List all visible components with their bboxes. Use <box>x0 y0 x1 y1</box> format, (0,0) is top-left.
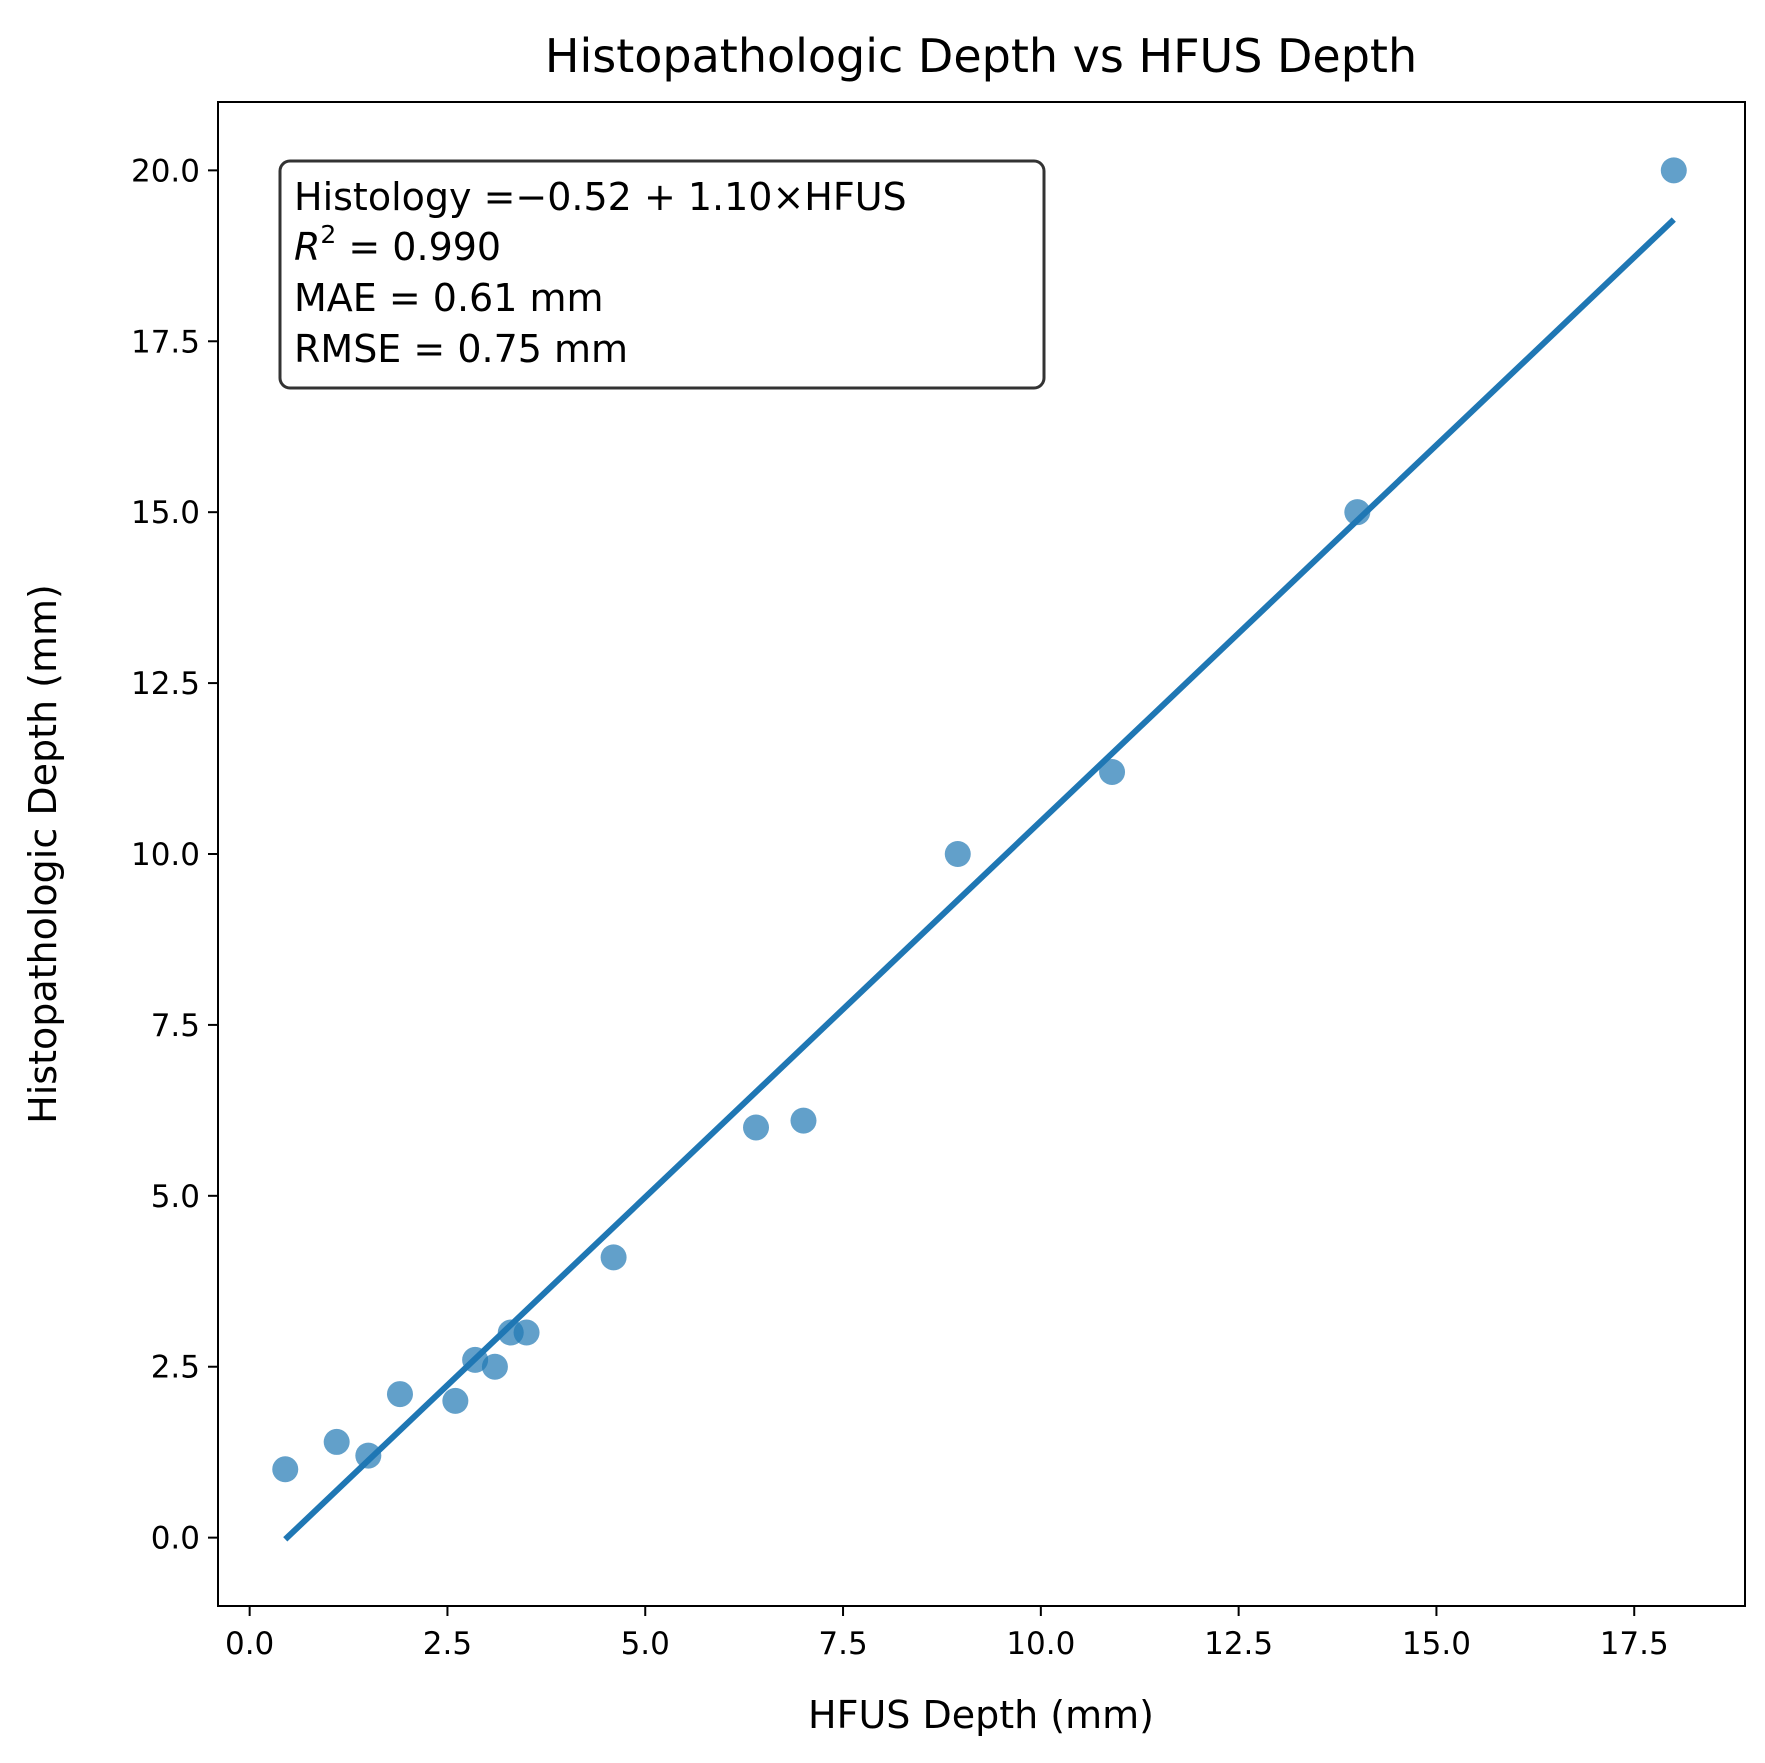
data-point <box>323 1428 350 1455</box>
data-point <box>790 1107 817 1134</box>
x-axis-label: HFUS Depth (mm) <box>808 1693 1154 1737</box>
x-tick-label: 0.0 <box>225 1626 274 1662</box>
y-tick-label: 15.0 <box>131 495 200 531</box>
y-tick-label: 10.0 <box>131 837 200 873</box>
y-tick-label: 5.0 <box>151 1179 200 1215</box>
data-point <box>513 1319 540 1346</box>
y-tick-label: 12.5 <box>131 666 200 702</box>
data-point <box>442 1387 469 1414</box>
annotation-box <box>278 159 1046 390</box>
regression-line <box>283 217 1676 1542</box>
data-point <box>272 1456 299 1483</box>
x-tick-label: 5.0 <box>621 1626 670 1662</box>
y-tick-label: 0.0 <box>151 1521 200 1557</box>
data-point <box>481 1353 508 1380</box>
y-tick-label: 20.0 <box>131 153 200 189</box>
mae-value: MAE = 0.61 mm <box>294 276 604 320</box>
data-point <box>600 1244 627 1271</box>
data-point <box>743 1114 770 1141</box>
rmse-value: RMSE = 0.75 mm <box>294 327 628 371</box>
x-tick-label: 15.0 <box>1402 1626 1471 1662</box>
data-point <box>1660 157 1687 184</box>
x-tick-label: 7.5 <box>818 1626 867 1662</box>
regression-equation: Histology =−0.52 + 1.10×HFUS <box>294 175 907 219</box>
y-tick-label: 2.5 <box>151 1350 200 1386</box>
chart-title: Histopathologic Depth vs HFUS Depth <box>545 29 1417 83</box>
x-tick-label: 2.5 <box>423 1626 472 1662</box>
r-squared: R2 = 0.990 <box>294 220 501 269</box>
plot-frame <box>217 101 1746 1607</box>
r-squared-symbol: R <box>294 225 320 269</box>
data-point <box>944 841 971 867</box>
r-squared-exponent: 2 <box>320 220 336 249</box>
r-squared-value: = 0.990 <box>336 225 501 269</box>
y-axis-ticks: 0.0 2.5 5.0 7.5 10.0 12.5 15.0 17.5 20.0 <box>131 153 218 1557</box>
x-axis-ticks: 0.0 2.5 5.0 7.5 10.0 12.5 15.0 17.5 <box>225 1606 1669 1662</box>
data-point <box>1099 758 1126 785</box>
y-tick-label: 7.5 <box>151 1008 200 1044</box>
data-point <box>355 1442 382 1469</box>
y-tick-label: 17.5 <box>131 324 200 360</box>
data-point <box>386 1381 413 1408</box>
x-tick-label: 12.5 <box>1204 1626 1273 1662</box>
x-tick-label: 10.0 <box>1006 1626 1075 1662</box>
data-points <box>272 157 1687 1483</box>
data-point <box>462 1346 489 1373</box>
stats-annotation: Histology =−0.52 + 1.10×HFUS R2 = 0.990 … <box>278 159 1046 390</box>
x-tick-label: 17.5 <box>1600 1626 1669 1662</box>
y-axis-label: Histopathologic Depth (mm) <box>21 584 65 1124</box>
data-point <box>1344 499 1371 526</box>
